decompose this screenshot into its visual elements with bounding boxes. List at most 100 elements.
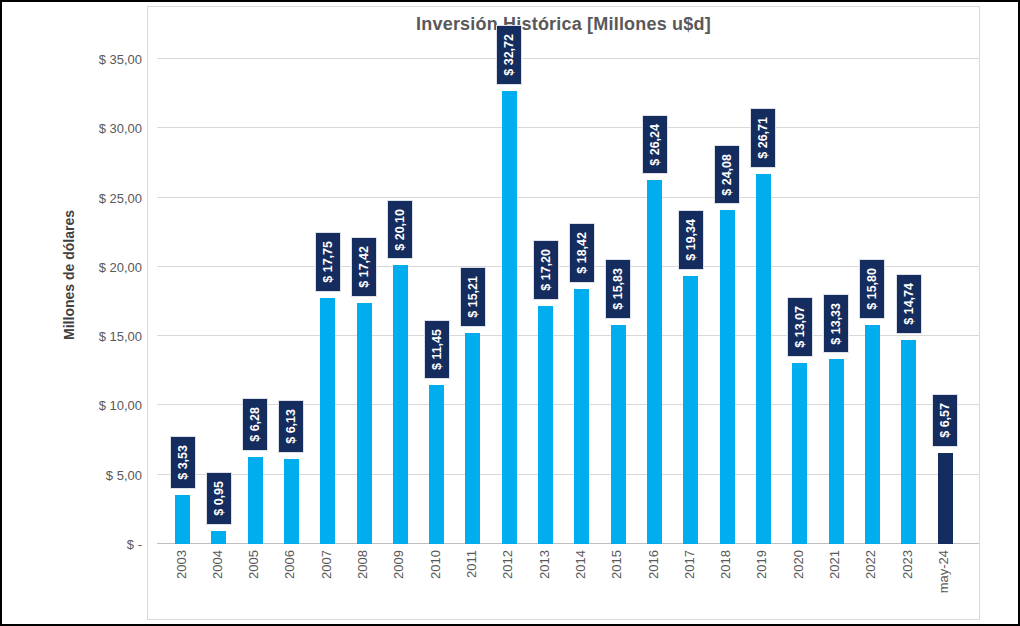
x-axis-line (157, 543, 979, 544)
bar-value-text: $ 17,42 (357, 246, 371, 288)
y-tick-label: $ 5,00 (52, 468, 142, 483)
bar-value-text: $ 13,07 (793, 306, 807, 348)
gridline (157, 127, 979, 128)
bar-value-label: $ 13,07 (787, 297, 813, 357)
bar-2007 (320, 298, 335, 544)
chart-window: Inversión Histórica [Millones u$d] Millo… (0, 0, 1020, 626)
x-tick-label: 2022 (863, 550, 878, 582)
bar-value-label: $ 18,42 (569, 223, 595, 283)
bar-2012 (502, 91, 517, 544)
bar-value-text: $ 6,57 (938, 403, 952, 438)
bar-2020 (792, 363, 807, 544)
bar-2015 (611, 325, 626, 544)
x-tick-text: 2003 (174, 550, 189, 579)
bar-2005 (248, 457, 263, 544)
x-tick-text: 2005 (246, 550, 261, 579)
y-tick-label: $ 25,00 (52, 191, 142, 206)
x-tick-label: 2013 (537, 550, 552, 582)
bar-2017 (683, 276, 698, 544)
x-tick-label: 2017 (682, 550, 697, 582)
x-tick-label: 2005 (246, 550, 261, 582)
x-tick-text: 2019 (754, 550, 769, 579)
bar-value-label: $ 6,13 (278, 400, 304, 453)
bar-2023 (901, 340, 916, 544)
x-tick-label: 2014 (573, 550, 588, 582)
bar-value-text: $ 26,24 (648, 124, 662, 166)
x-tick-label: 2023 (900, 550, 915, 582)
gridline (157, 474, 979, 475)
bar-2011 (465, 333, 480, 544)
x-tick-text: 2022 (863, 550, 878, 579)
x-tick-text: 2009 (391, 550, 406, 579)
bar-2004 (211, 531, 226, 544)
x-tick-label: 2019 (754, 550, 769, 582)
bar-value-label: $ 26,24 (642, 115, 668, 175)
bar-value-label: $ 0,95 (206, 472, 232, 525)
x-tick-label: 2016 (646, 550, 661, 582)
bar-value-label: $ 26,71 (750, 108, 776, 168)
x-tick-text: 2011 (464, 550, 479, 578)
bar-value-label: $ 13,33 (823, 294, 849, 354)
bar-value-label: $ 15,21 (460, 267, 486, 327)
bar-value-text: $ 13,33 (829, 303, 843, 345)
x-tick-label: 2021 (827, 550, 842, 582)
x-tick-label: 2004 (210, 550, 225, 582)
x-tick-label: 2011 (464, 550, 479, 581)
gridline (157, 197, 979, 198)
x-tick-text: 2004 (210, 550, 225, 579)
bar-value-label: $ 17,42 (351, 237, 377, 297)
bar-value-text: $ 6,28 (248, 407, 262, 442)
bar-value-text: $ 18,42 (575, 232, 589, 274)
bar-2003 (175, 495, 190, 544)
x-tick-text: 2006 (282, 550, 297, 579)
x-tick-text: 2015 (609, 550, 624, 579)
bar-value-text: $ 17,75 (321, 241, 335, 283)
bar-value-text: $ 19,34 (684, 219, 698, 261)
x-tick-label: 2003 (174, 550, 189, 582)
x-tick-text: 2007 (319, 550, 334, 579)
bar-value-text: $ 15,21 (466, 276, 480, 318)
x-tick-text: 2021 (827, 550, 842, 579)
x-tick-label: 2007 (319, 550, 334, 582)
bar-2008 (357, 303, 372, 544)
bar-2016 (647, 180, 662, 544)
bar-2018 (720, 210, 735, 544)
bar-value-label: $ 15,83 (605, 259, 631, 319)
bar-2010 (429, 385, 444, 544)
bar-value-label: $ 6,28 (242, 398, 268, 451)
bar-value-text: $ 15,83 (611, 268, 625, 310)
bar-2019 (756, 174, 771, 544)
bar-2013 (538, 306, 553, 544)
bar-value-label: $ 14,74 (896, 274, 922, 334)
y-tick-label: $ 30,00 (52, 121, 142, 136)
x-tick-text: 2013 (537, 550, 552, 579)
bar-value-label: $ 15,80 (859, 259, 885, 319)
y-tick-label: $ 15,00 (52, 329, 142, 344)
x-tick-text: 2012 (500, 550, 515, 579)
x-tick-text: 2023 (900, 550, 915, 579)
x-tick-label: 2015 (609, 550, 624, 582)
bar-value-text: $ 14,74 (902, 283, 916, 325)
bar-value-text: $ 15,80 (865, 268, 879, 310)
x-tick-label: 2009 (391, 550, 406, 582)
y-tick-label: $ 10,00 (52, 398, 142, 413)
bar-value-label: $ 32,72 (496, 25, 522, 85)
x-tick-text: 2014 (573, 550, 588, 579)
bar-value-text: $ 32,72 (502, 34, 516, 76)
x-tick-label: 2010 (428, 550, 443, 582)
bar-2009 (393, 265, 408, 544)
x-tick-label: may-24 (936, 550, 951, 596)
bar-value-text: $ 0,95 (212, 481, 226, 516)
bar-value-text: $ 17,20 (539, 249, 553, 291)
bar-value-label: $ 24,08 (714, 145, 740, 205)
x-tick-label: 2020 (791, 550, 806, 582)
bar-value-label: $ 11,45 (424, 320, 450, 379)
y-tick-label: $ 20,00 (52, 260, 142, 275)
y-tick-label: $ 35,00 (52, 52, 142, 67)
x-tick-label: 2012 (500, 550, 515, 582)
x-tick-text: 2017 (682, 550, 697, 579)
bar-value-text: $ 3,53 (176, 445, 190, 480)
x-tick-text: may-24 (936, 550, 951, 593)
bar-2014 (574, 289, 589, 544)
gridline (157, 335, 979, 336)
